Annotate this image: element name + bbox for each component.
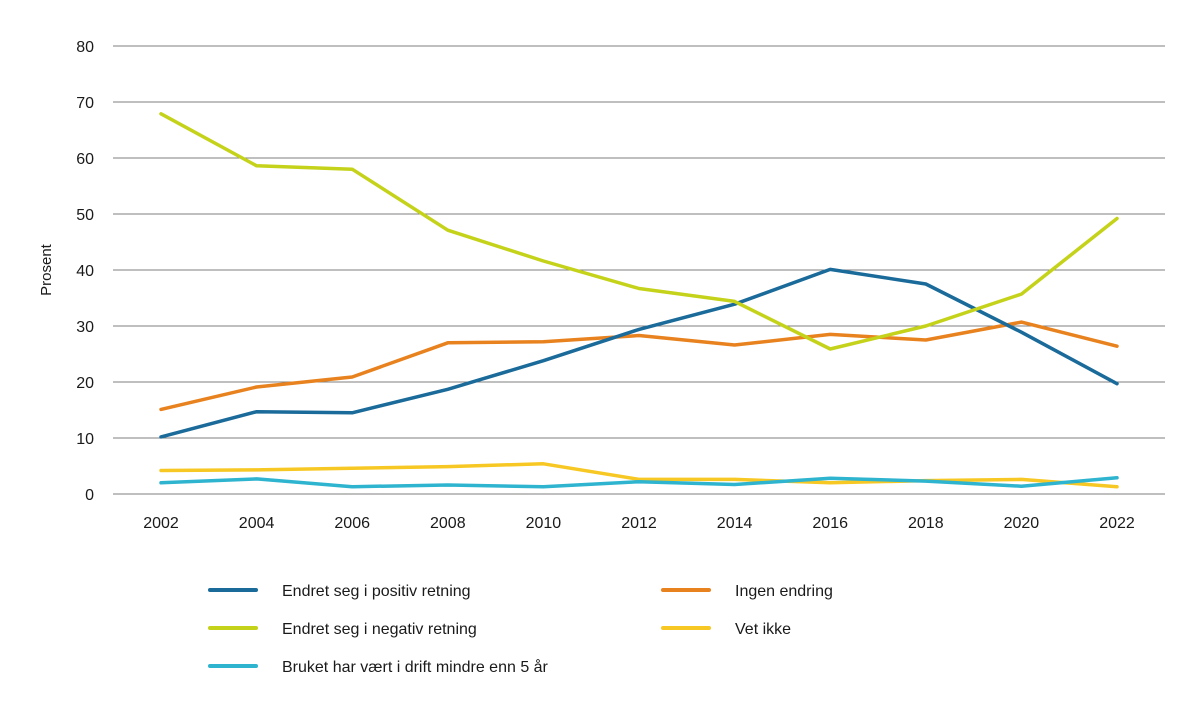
y-tick-label-10: 10 <box>76 431 94 448</box>
series-line-endret-seg-i-positiv-retning <box>159 267 1119 439</box>
y-tick-label-50: 50 <box>76 207 94 224</box>
legend-label: Vet ikke <box>735 621 791 638</box>
legend-item-endret-seg-i-negativ-retning: Endret seg i negativ retning <box>208 621 477 638</box>
series-line-endret-seg-i-negativ-retning <box>159 112 1119 351</box>
y-tick-label-40: 40 <box>76 263 94 280</box>
y-tick-label-70: 70 <box>76 95 94 112</box>
x-tick-label-2002: 2002 <box>143 515 179 532</box>
x-tick-label-2018: 2018 <box>908 515 944 532</box>
y-tick-label-30: 30 <box>76 319 94 336</box>
x-tick-label-2006: 2006 <box>334 515 370 532</box>
y-tick-label-60: 60 <box>76 151 94 168</box>
legend-item-bruket-har-v-rt-i-drift-mindre-enn-5-r: Bruket har vært i drift mindre enn 5 år <box>208 658 549 676</box>
series-line-ingen-endring <box>159 320 1119 412</box>
y-axis-title: Prosent <box>38 243 55 296</box>
legend-label: Bruket har vært i drift mindre enn 5 år <box>282 658 549 676</box>
legend-label: Endret seg i positiv retning <box>282 583 471 600</box>
y-tick-label-0: 0 <box>85 487 94 504</box>
x-tick-label-2008: 2008 <box>430 515 466 532</box>
series-line-vet-ikke <box>159 462 1119 489</box>
legend-item-vet-ikke: Vet ikke <box>661 621 791 638</box>
x-tick-label-2012: 2012 <box>621 515 657 532</box>
legend-label: Ingen endring <box>735 583 833 600</box>
series-lines <box>159 112 1119 489</box>
x-tick-label-2014: 2014 <box>717 515 753 532</box>
legend-item-ingen-endring: Ingen endring <box>661 583 833 600</box>
y-tick-label-20: 20 <box>76 375 94 392</box>
x-tick-label-2010: 2010 <box>526 515 562 532</box>
legend: Endret seg i positiv retning Ingen endrin… <box>208 583 833 676</box>
x-tick-label-2022: 2022 <box>1099 515 1135 532</box>
legend-item-endret-seg-i-positiv-retning: Endret seg i positiv retning <box>208 583 471 600</box>
y-axis-ticks: 0 10 20 30 40 50 60 70 80 <box>76 39 94 504</box>
x-axis-ticks: 2002 2004 2006 2008 2010 2012 2014 2016 2018 2020… <box>143 515 1135 532</box>
x-tick-label-2004: 2004 <box>239 515 275 532</box>
y-tick-label-80: 80 <box>76 39 94 56</box>
series-line-bruket-har-v-rt-i-drift-mindre-enn-5-r <box>159 476 1119 489</box>
gridlines <box>113 45 1165 495</box>
x-tick-label-2020: 2020 <box>1004 515 1040 532</box>
x-tick-label-2016: 2016 <box>812 515 848 532</box>
legend-label: Endret seg i negativ retning <box>282 621 477 638</box>
